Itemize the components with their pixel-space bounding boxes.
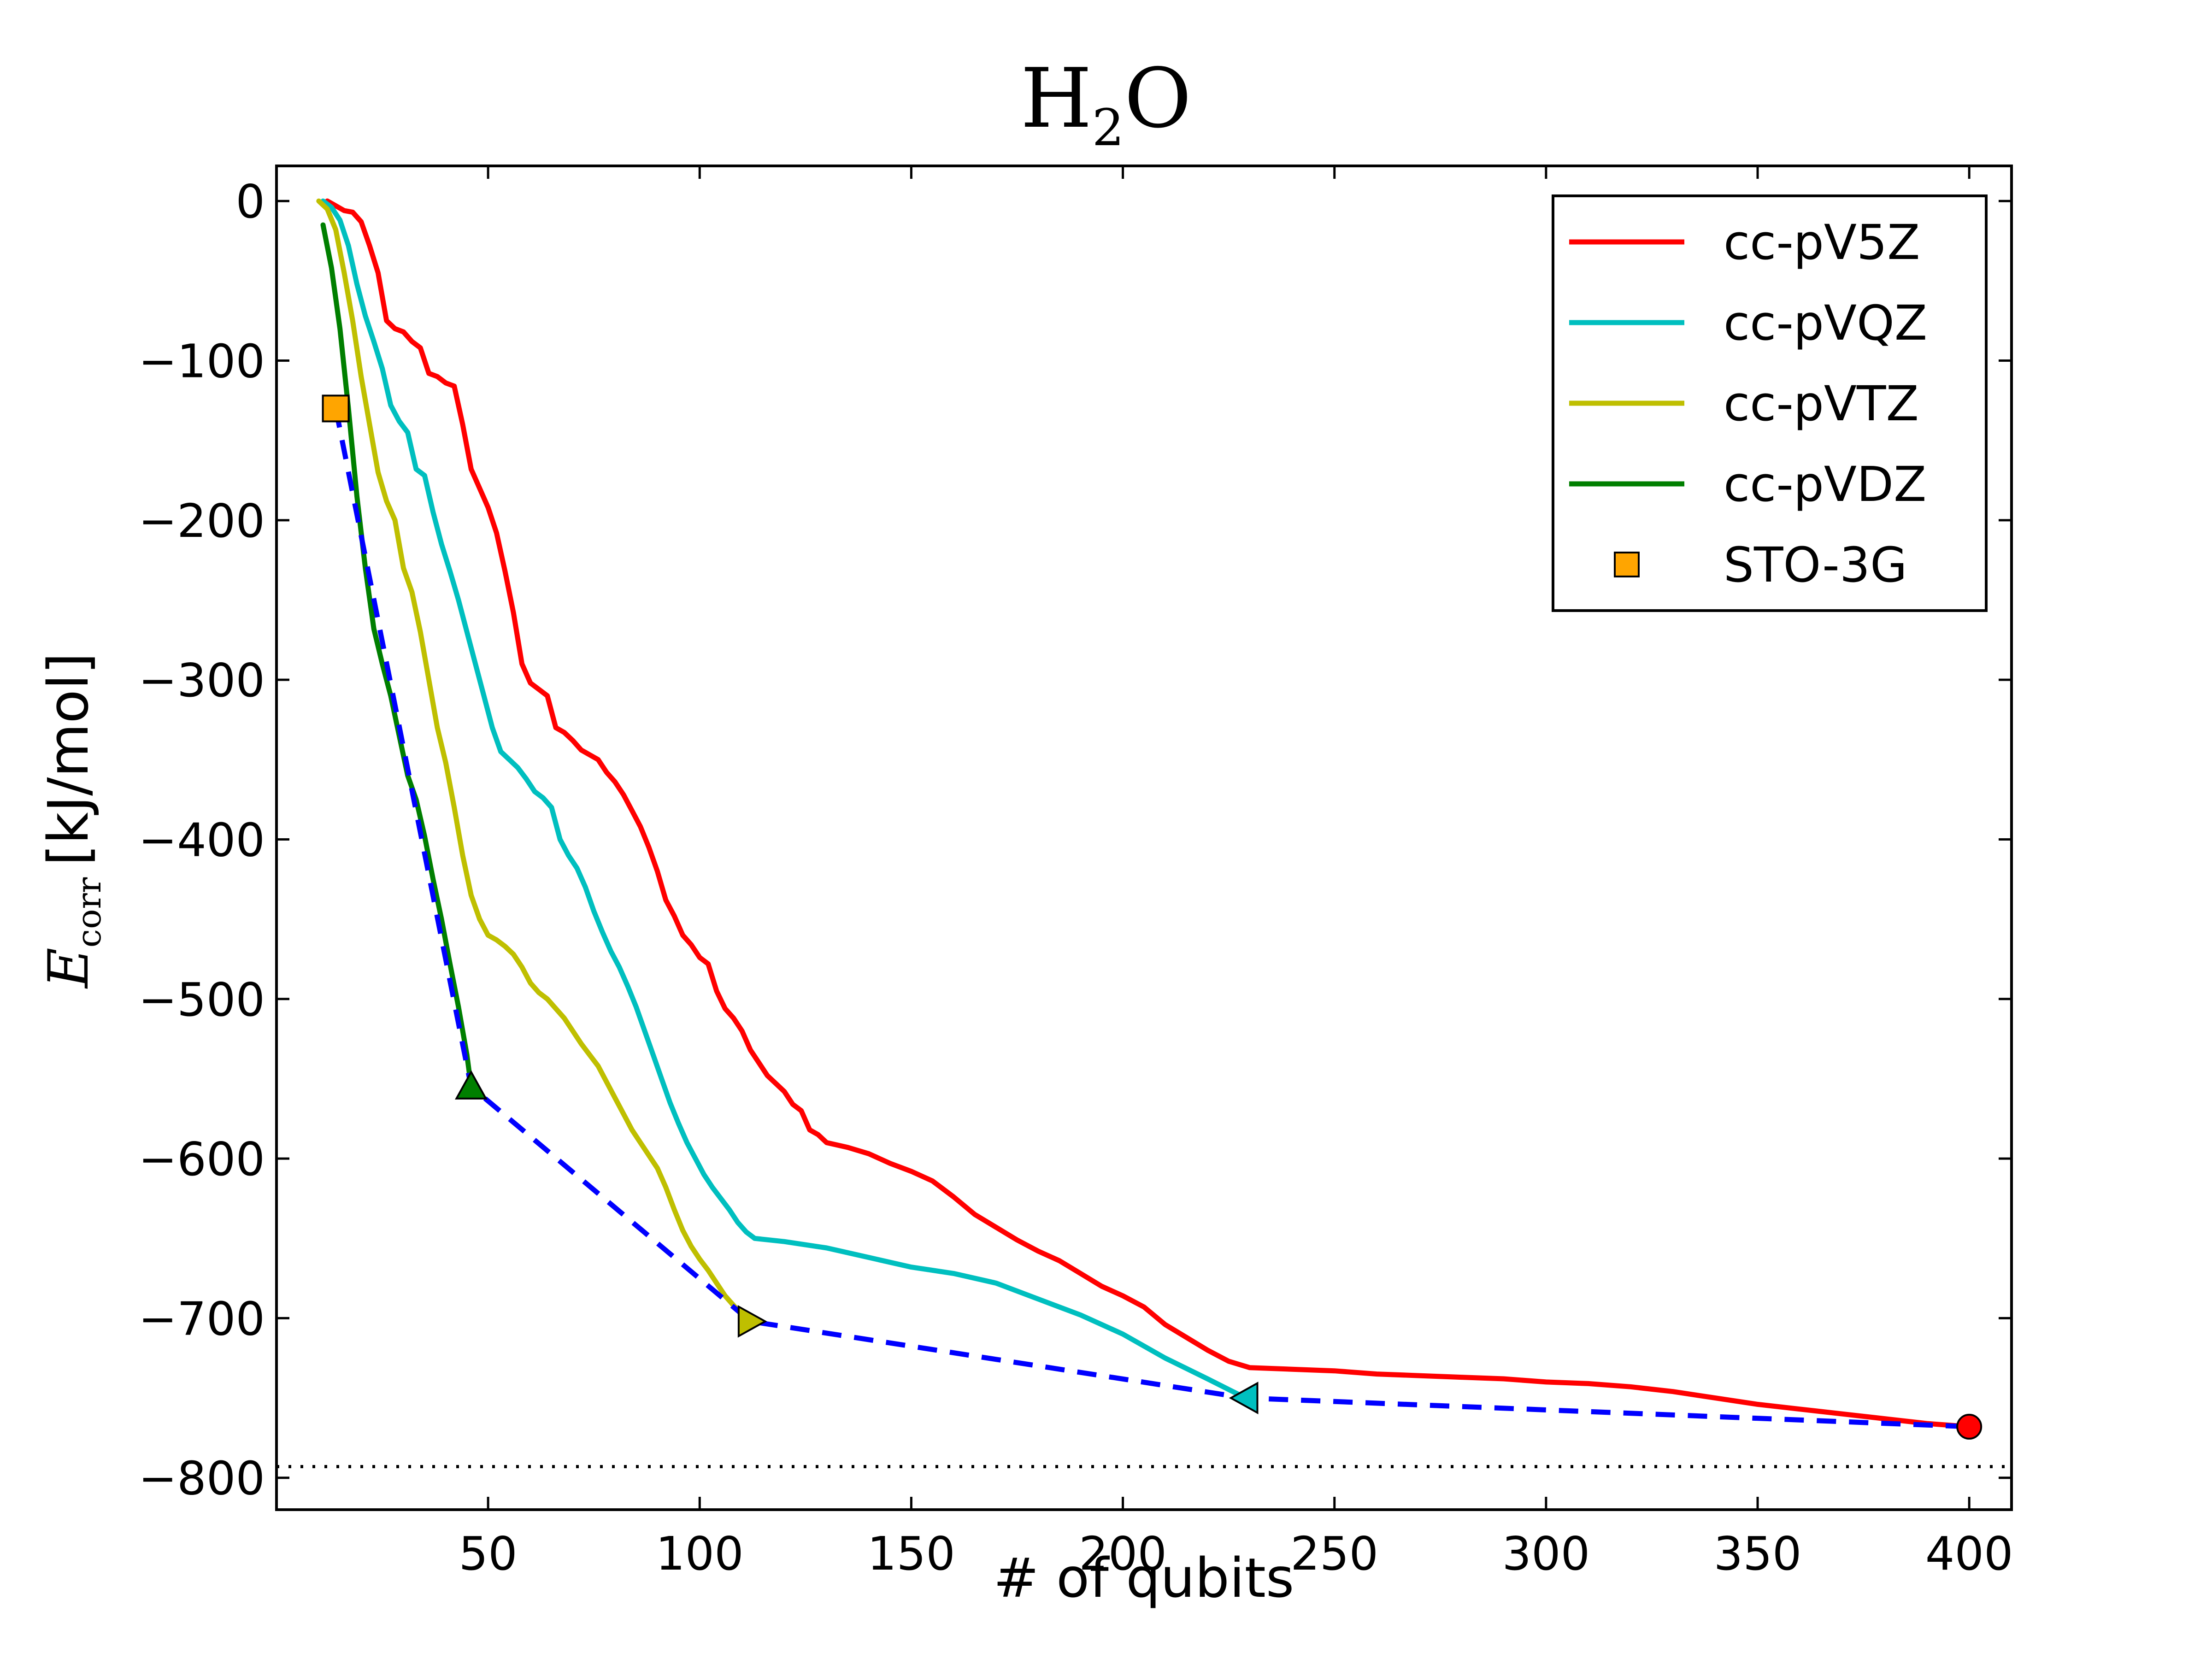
y-axis-label: Ecorr [kJ/mol] bbox=[37, 653, 108, 989]
y-axis-label-symbol: E bbox=[37, 947, 101, 989]
legend: cc-pV5Z cc-pVQZ cc-pVTZ cc-pVDZ STO-3G bbox=[1552, 194, 1988, 612]
series-line-cc-pvqz bbox=[320, 198, 1248, 1401]
chart-title: H2O bbox=[1020, 51, 1191, 157]
series-end-marker-cc-pvtz bbox=[737, 1305, 767, 1338]
series-line-extrapolation bbox=[333, 408, 1970, 1430]
y-tick-label: −700 bbox=[138, 1292, 265, 1346]
legend-label-cc-pvtz: cc-pVTZ bbox=[1724, 376, 1919, 432]
chart-title-subscript: 2 bbox=[1092, 98, 1124, 157]
y-tick-label: −200 bbox=[138, 494, 265, 548]
x-tick-label: 50 bbox=[459, 1527, 518, 1581]
y-tick-label: −100 bbox=[138, 335, 265, 388]
plot-frame bbox=[275, 165, 2013, 1511]
legend-entries: cc-pV5Z cc-pVQZ cc-pVTZ cc-pVDZ STO-3G bbox=[1569, 214, 1927, 593]
tick-layer: 50 100 150 200 250 300 350 400 0 −100 −200 −300 −400… bbox=[138, 166, 2013, 1581]
y-tick-label: −600 bbox=[138, 1132, 265, 1186]
x-tick-label: 400 bbox=[1925, 1527, 2013, 1581]
x-tick-label: 350 bbox=[1714, 1527, 1802, 1581]
series-end-marker-cc-pvdz bbox=[455, 1070, 488, 1100]
series-end-marker-cc-pvqz bbox=[1229, 1382, 1259, 1414]
legend-label-cc-pv5z: cc-pV5Z bbox=[1724, 214, 1920, 271]
series-layer bbox=[316, 198, 1972, 1430]
series-line-cc-pv5z bbox=[324, 198, 1972, 1430]
y-tick-label: −400 bbox=[138, 813, 265, 867]
legend-label-sto-3g: STO-3G bbox=[1724, 537, 1907, 593]
x-tick-label: 300 bbox=[1502, 1527, 1590, 1581]
y-axis-label-subscript: corr bbox=[70, 877, 108, 947]
y-tick-label: −500 bbox=[138, 973, 265, 1027]
y-axis-label-unit: [kJ/mol] bbox=[37, 653, 101, 866]
legend-label-cc-pvqz: cc-pVQZ bbox=[1724, 295, 1927, 351]
marker-layer bbox=[322, 394, 1983, 1440]
series-marker-sto-3g bbox=[322, 394, 350, 423]
x-tick-label: 200 bbox=[1079, 1527, 1167, 1581]
series-line-cc-pvtz bbox=[316, 198, 753, 1324]
x-axis-label: # of qubits bbox=[994, 1546, 1294, 1610]
y-tick-label: −800 bbox=[138, 1452, 265, 1506]
series-end-marker-cc-pv5z bbox=[1956, 1413, 1983, 1440]
legend-label-cc-pvdz: cc-pVDZ bbox=[1724, 456, 1926, 512]
y-tick-label: −300 bbox=[138, 653, 265, 707]
x-tick-label: 100 bbox=[656, 1527, 744, 1581]
legend-swatch-sto-3g bbox=[1614, 552, 1640, 577]
x-tick-label: 250 bbox=[1290, 1527, 1378, 1581]
y-tick-label: 0 bbox=[235, 175, 265, 229]
x-tick-label: 150 bbox=[867, 1527, 955, 1581]
chart-title-tail: O bbox=[1124, 51, 1192, 146]
